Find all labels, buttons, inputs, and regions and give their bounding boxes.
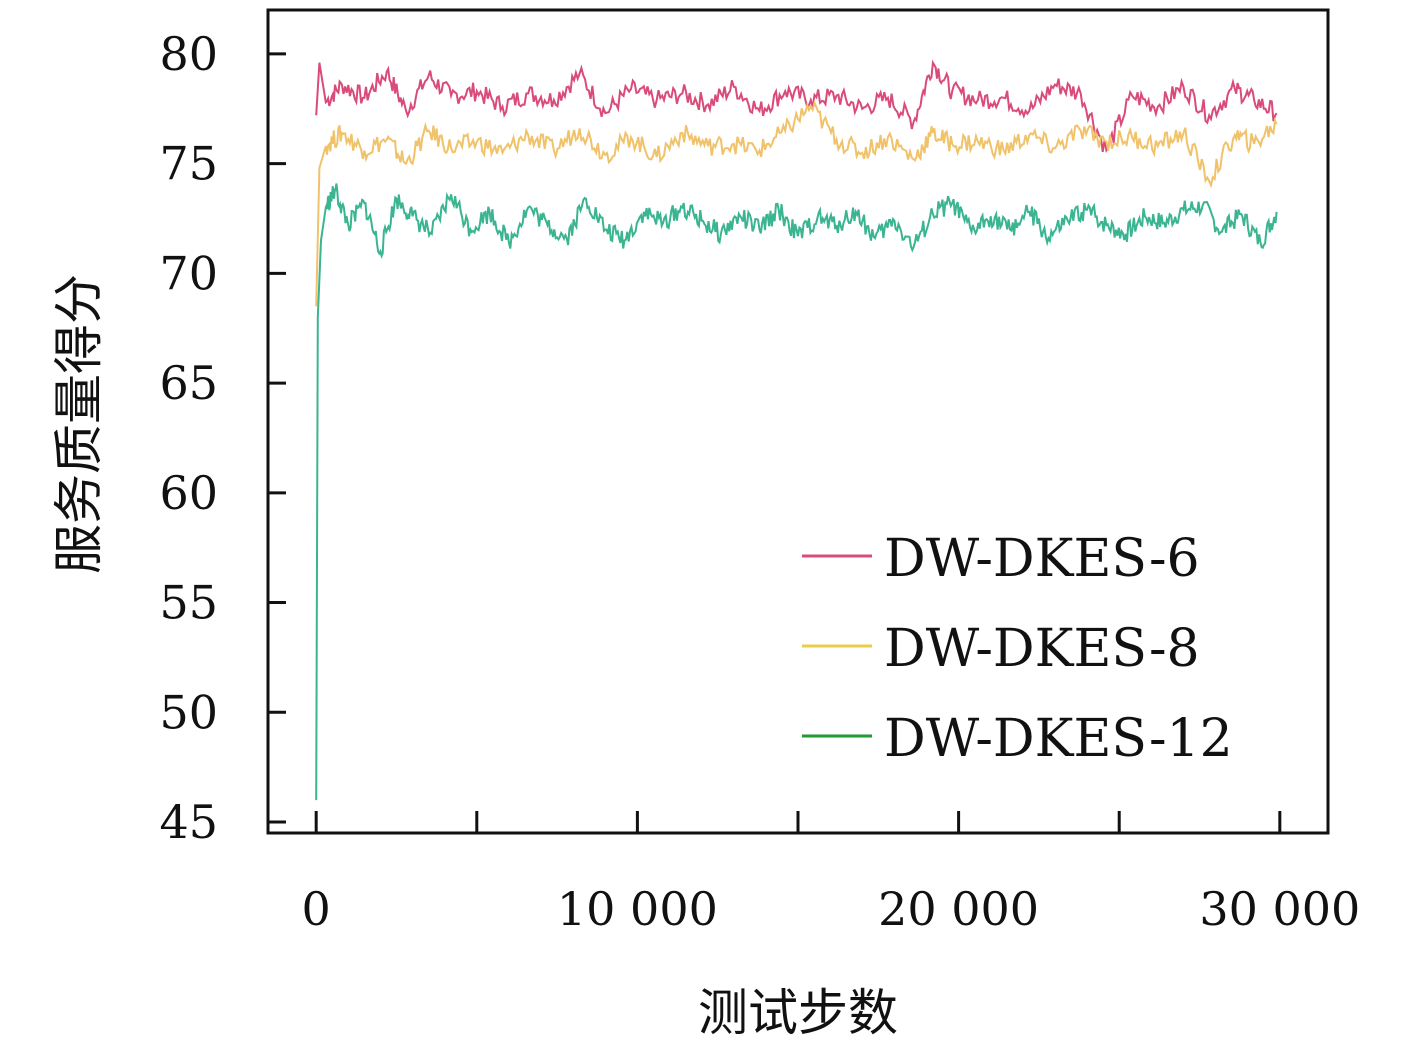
legend: DW-DKES-6 DW-DKES-8 DW-DKES-12 xyxy=(802,529,1233,769)
x-axis-title: 测试步数 xyxy=(698,984,898,1042)
series-line-1 xyxy=(315,59,1278,154)
y-axis-title: 服务质量得分 xyxy=(50,274,108,574)
y-tick-label: 75 xyxy=(159,137,218,191)
y-tick-label: 55 xyxy=(159,576,218,630)
y-tick-label: 60 xyxy=(159,466,218,520)
x-tick-label: 30 000 xyxy=(1199,882,1360,936)
x-axis-ticks xyxy=(314,811,1282,833)
y-tick-label: 65 xyxy=(159,356,218,410)
legend-label-2: DW-DKES-8 xyxy=(884,619,1200,679)
x-tick-label: 10 000 xyxy=(557,882,718,936)
series-line-2 xyxy=(315,99,1278,307)
x-tick-label: 0 xyxy=(302,882,331,936)
x-axis-tick-labels: 0 10 000 20 000 30 000 xyxy=(302,882,1361,936)
y-tick-label: 80 xyxy=(159,27,218,81)
legend-label-3: DW-DKES-12 xyxy=(884,709,1233,769)
legend-label-1: DW-DKES-6 xyxy=(884,529,1200,589)
x-tick-label: 20 000 xyxy=(878,882,1039,936)
y-tick-label: 45 xyxy=(159,795,218,849)
series-layer xyxy=(315,59,1278,801)
y-axis-ticks xyxy=(268,52,286,824)
series-line-3 xyxy=(315,183,1278,801)
y-tick-label: 70 xyxy=(159,246,218,300)
y-tick-label: 50 xyxy=(159,685,218,739)
y-axis-tick-labels: 45 50 55 60 65 70 75 80 xyxy=(159,27,218,849)
